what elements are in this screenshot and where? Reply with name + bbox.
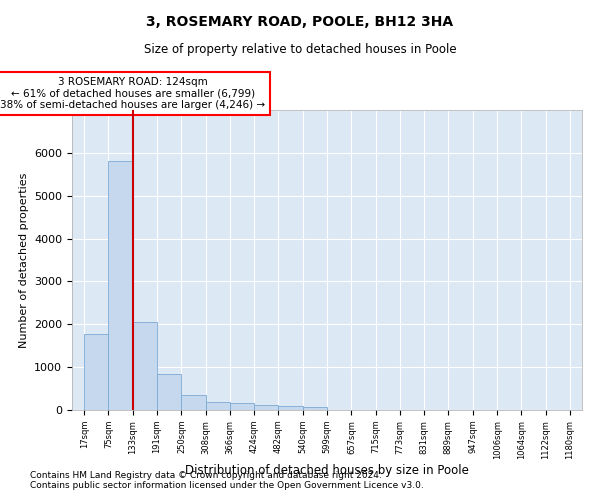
Bar (157, 374, 181, 410)
Bar (181, 396, 206, 410)
Bar (109, 162, 133, 410)
Text: Contains HM Land Registry data © Crown copyright and database right 2024.: Contains HM Land Registry data © Crown c… (30, 471, 382, 480)
Y-axis label: Number of detached properties: Number of detached properties (19, 172, 29, 348)
Bar (84, 334, 109, 410)
Bar (302, 408, 327, 410)
Text: 3 ROSEMARY ROAD: 124sqm
← 61% of detached houses are smaller (6,799)
38% of semi: 3 ROSEMARY ROAD: 124sqm ← 61% of detache… (0, 77, 265, 110)
Bar (206, 402, 230, 410)
X-axis label: Distribution of detached houses by size in Poole: Distribution of detached houses by size … (185, 464, 469, 477)
Bar (254, 406, 278, 410)
Bar (278, 406, 302, 410)
Text: 3, ROSEMARY ROAD, POOLE, BH12 3HA: 3, ROSEMARY ROAD, POOLE, BH12 3HA (146, 15, 454, 29)
Bar (230, 403, 254, 410)
Text: Size of property relative to detached houses in Poole: Size of property relative to detached ho… (143, 42, 457, 56)
Bar (133, 322, 157, 410)
Text: Contains public sector information licensed under the Open Government Licence v3: Contains public sector information licen… (30, 481, 424, 490)
